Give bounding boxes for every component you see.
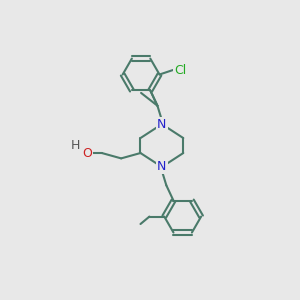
Text: O: O — [82, 146, 92, 160]
Text: N: N — [157, 160, 167, 173]
Text: N: N — [157, 118, 167, 130]
Text: Cl: Cl — [174, 64, 186, 76]
Text: H: H — [70, 139, 80, 152]
